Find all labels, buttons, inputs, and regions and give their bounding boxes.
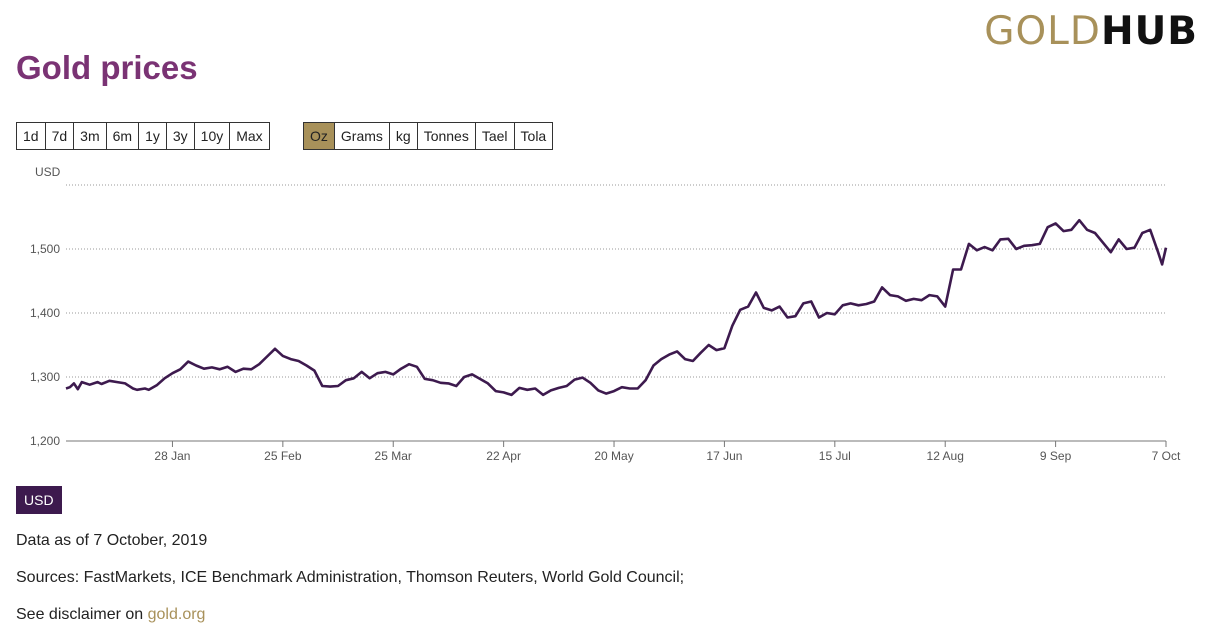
y-axis-ticks: 1,200 1,300 1,400 1,500 (30, 242, 60, 448)
goldhub-logo[interactable]: GOLDHUB (984, 10, 1198, 54)
x-tick-label: 28 Jan (154, 449, 190, 463)
period-button-7d[interactable]: 7d (44, 122, 75, 150)
x-tick-label: 22 Apr (486, 449, 521, 463)
x-tick-label: 9 Sep (1040, 449, 1072, 463)
gold-price-chart[interactable]: USD 1,200 1,300 1,400 1,500 28 Jan 25 Feb 25 … (0, 160, 1216, 470)
period-button-10y[interactable]: 10y (193, 122, 231, 150)
sources-text: Sources: FastMarkets, ICE Benchmark Admi… (16, 569, 685, 586)
logo-gold-text: GOLD (984, 9, 1101, 54)
gold-org-link[interactable]: gold.org (147, 606, 206, 623)
disclaimer-prefix: See disclaimer on (16, 606, 144, 623)
period-selector: 1d 7d 3m 6m 1y 3y 10y Max (16, 122, 270, 150)
x-tick-label: 15 Jul (819, 449, 851, 463)
x-tick-label: 7 Oct (1152, 449, 1181, 463)
x-tick-label: 25 Feb (264, 449, 302, 463)
chart-grid (66, 184, 1166, 378)
period-button-3y[interactable]: 3y (165, 122, 195, 150)
y-tick-label: 1,300 (30, 370, 60, 384)
logo-hub-text: HUB (1100, 9, 1198, 54)
unit-button-kg[interactable]: kg (388, 122, 418, 150)
y-axis-label: USD (35, 165, 61, 179)
unit-button-tola[interactable]: Tola (513, 122, 554, 150)
x-tick-label: 25 Mar (375, 449, 412, 463)
price-series-line (65, 218, 1168, 397)
period-button-3m[interactable]: 3m (73, 122, 107, 150)
chart-series (65, 218, 1168, 397)
y-tick-label: 1,200 (30, 434, 60, 448)
x-axis: 28 Jan 25 Feb 25 Mar 22 Apr 20 May 17 Jun 15 J… (66, 440, 1181, 463)
y-tick-label: 1,400 (30, 306, 60, 320)
unit-selector: Oz Grams kg Tonnes Tael Tola (303, 122, 554, 150)
unit-button-grams[interactable]: Grams (333, 122, 390, 150)
unit-button-oz[interactable]: Oz (303, 122, 335, 150)
unit-button-tael[interactable]: Tael (474, 122, 515, 150)
unit-button-tonnes[interactable]: Tonnes (416, 122, 476, 150)
period-button-1d[interactable]: 1d (16, 122, 46, 150)
x-tick-label: 17 Jun (706, 449, 742, 463)
y-tick-label: 1,500 (30, 242, 60, 256)
x-tick-label: 12 Aug (927, 449, 964, 463)
page-title: Gold prices (16, 49, 198, 86)
currency-badge[interactable]: USD (16, 486, 62, 514)
disclaimer: See disclaimer on gold.org (16, 606, 205, 624)
as-of-prefix: Data as of (16, 532, 89, 549)
period-button-1y[interactable]: 1y (138, 122, 167, 150)
period-button-max[interactable]: Max (229, 122, 270, 150)
x-tick-label: 20 May (594, 449, 633, 463)
as-of-date: 7 October, 2019 (93, 532, 208, 549)
period-button-6m[interactable]: 6m (105, 122, 140, 150)
data-as-of: Data as of 7 October, 2019 (16, 532, 207, 550)
